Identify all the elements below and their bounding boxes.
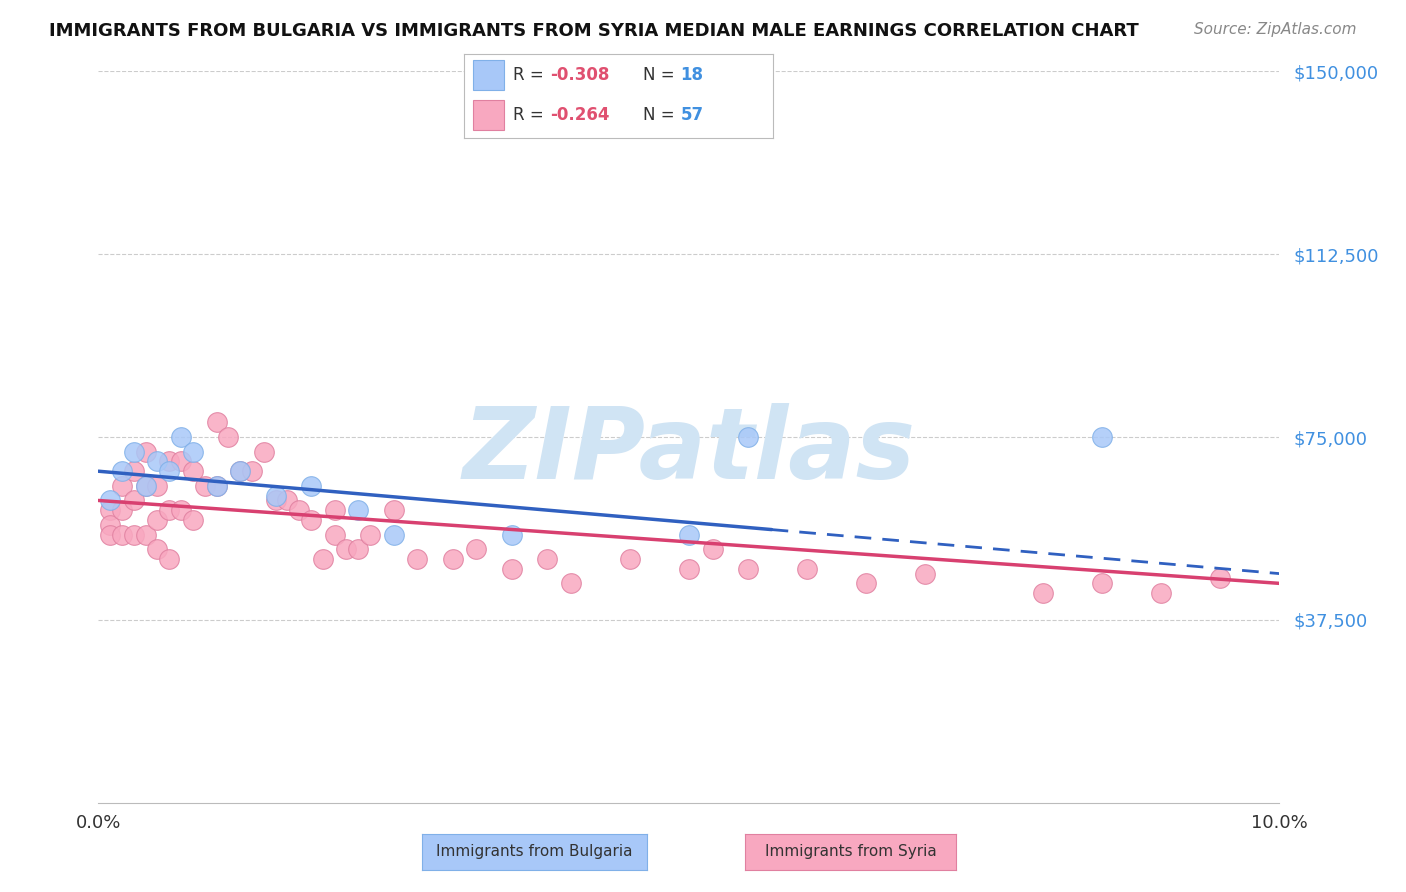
Text: IMMIGRANTS FROM BULGARIA VS IMMIGRANTS FROM SYRIA MEDIAN MALE EARNINGS CORRELATI: IMMIGRANTS FROM BULGARIA VS IMMIGRANTS F… — [49, 22, 1139, 40]
Point — [678, 562, 700, 576]
Point — [299, 513, 322, 527]
Point — [359, 527, 381, 541]
Point — [678, 527, 700, 541]
Point — [855, 576, 877, 591]
Point — [1032, 586, 1054, 600]
Point — [1091, 430, 1114, 444]
Point — [146, 454, 169, 468]
Point — [299, 479, 322, 493]
Point — [135, 479, 157, 493]
Text: Immigrants from Syria: Immigrants from Syria — [765, 845, 936, 859]
Point — [157, 552, 180, 566]
Point — [796, 562, 818, 576]
Point — [323, 503, 346, 517]
Point — [205, 416, 228, 430]
Text: N =: N = — [644, 66, 681, 84]
Point — [1150, 586, 1173, 600]
Point — [229, 464, 252, 478]
Point — [122, 527, 145, 541]
Point — [264, 489, 287, 503]
Point — [98, 527, 121, 541]
Text: R =: R = — [513, 66, 550, 84]
Text: 57: 57 — [681, 106, 703, 124]
Point — [323, 527, 346, 541]
Point — [146, 513, 169, 527]
Point — [335, 542, 357, 557]
Point — [135, 479, 157, 493]
Point — [98, 517, 121, 532]
Point — [146, 542, 169, 557]
Point — [181, 444, 204, 458]
Point — [170, 454, 193, 468]
Point — [217, 430, 239, 444]
Point — [536, 552, 558, 566]
Point — [240, 464, 263, 478]
Point — [702, 542, 724, 557]
Point — [181, 464, 204, 478]
Point — [737, 562, 759, 576]
Point — [382, 527, 405, 541]
Point — [1209, 572, 1232, 586]
Point — [146, 479, 169, 493]
Point — [441, 552, 464, 566]
Bar — [474, 100, 505, 130]
Text: -0.308: -0.308 — [551, 66, 610, 84]
Point — [111, 479, 134, 493]
Text: ZIPatlas: ZIPatlas — [463, 403, 915, 500]
Point — [135, 527, 157, 541]
Text: 18: 18 — [681, 66, 703, 84]
Point — [111, 464, 134, 478]
Point — [1091, 576, 1114, 591]
Point — [205, 479, 228, 493]
Point — [501, 527, 523, 541]
Text: R =: R = — [513, 106, 550, 124]
Point — [347, 503, 370, 517]
Point — [157, 464, 180, 478]
Point — [122, 464, 145, 478]
Point — [181, 513, 204, 527]
Point — [465, 542, 488, 557]
Text: Source: ZipAtlas.com: Source: ZipAtlas.com — [1194, 22, 1357, 37]
Point — [98, 503, 121, 517]
Point — [406, 552, 429, 566]
Point — [560, 576, 582, 591]
Point — [264, 493, 287, 508]
Text: -0.264: -0.264 — [551, 106, 610, 124]
Point — [737, 430, 759, 444]
Point — [111, 503, 134, 517]
Point — [619, 552, 641, 566]
Point — [122, 444, 145, 458]
Point — [111, 527, 134, 541]
Point — [288, 503, 311, 517]
Point — [157, 503, 180, 517]
Point — [157, 454, 180, 468]
Point — [194, 479, 217, 493]
Point — [382, 503, 405, 517]
Point — [229, 464, 252, 478]
Point — [135, 444, 157, 458]
Point — [253, 444, 276, 458]
Point — [914, 566, 936, 581]
Point — [98, 493, 121, 508]
Text: N =: N = — [644, 106, 681, 124]
Point — [276, 493, 298, 508]
Text: Immigrants from Bulgaria: Immigrants from Bulgaria — [436, 845, 633, 859]
Point — [170, 430, 193, 444]
Bar — [474, 61, 505, 90]
Point — [170, 503, 193, 517]
Point — [312, 552, 335, 566]
Point — [347, 542, 370, 557]
Point — [501, 562, 523, 576]
Point — [122, 493, 145, 508]
Point — [205, 479, 228, 493]
